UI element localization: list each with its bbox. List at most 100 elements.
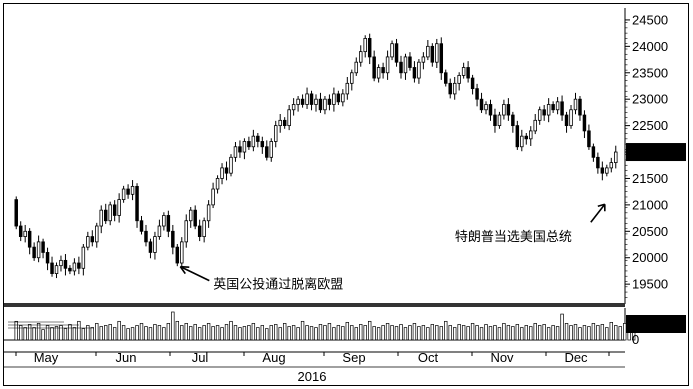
volume-bar	[529, 326, 533, 341]
volume-bar	[54, 326, 59, 341]
volume-bar	[444, 320, 448, 341]
volume-bar	[171, 311, 175, 341]
volume-bar	[215, 325, 220, 341]
volume-bar	[412, 323, 417, 341]
volume-bar	[59, 325, 63, 341]
volume-bar	[327, 323, 332, 341]
candle-body	[273, 125, 278, 142]
volume-bar	[305, 325, 309, 341]
candle-body	[269, 141, 274, 158]
y-tick-label: 23500	[632, 65, 668, 80]
candle-body	[108, 204, 112, 222]
y-tick-label: 20500	[632, 224, 668, 239]
y-tick-label: 24000	[632, 39, 668, 54]
volume-bar	[126, 328, 130, 341]
panel-separator	[4, 303, 625, 307]
volume-bar	[81, 328, 86, 341]
y-tick-label: 19500	[632, 277, 668, 292]
year-label: 2016	[298, 369, 327, 384]
candle-body	[385, 56, 390, 74]
x-tick-label: Aug	[262, 350, 285, 365]
candle-body	[390, 43, 394, 58]
volume-bar	[282, 323, 287, 341]
volume-bar	[117, 320, 121, 341]
volume-bar	[162, 327, 166, 341]
candle-body	[63, 259, 68, 269]
candle-body	[14, 199, 18, 227]
candle-body	[202, 220, 206, 237]
candle-body	[27, 230, 32, 248]
candle-body	[381, 67, 385, 74]
candle-body	[95, 225, 99, 243]
volume-bar	[90, 327, 94, 341]
candle-body	[430, 45, 435, 63]
volume-bar	[426, 327, 430, 341]
candle-body	[318, 98, 323, 111]
candle-body	[139, 220, 144, 232]
volume-bar	[309, 326, 314, 341]
volume-bar	[139, 323, 144, 341]
volume-bar	[148, 327, 153, 341]
volume-bar	[408, 325, 412, 341]
candle-body	[215, 178, 220, 190]
candle-body	[569, 109, 573, 127]
volume-bar	[242, 326, 247, 341]
volume-bar	[193, 324, 197, 341]
volume-bar	[502, 323, 506, 341]
volume-bar	[144, 326, 148, 341]
volume-bar	[560, 313, 564, 341]
candle-body	[36, 241, 41, 259]
volume-bar	[488, 326, 493, 341]
volume-bar	[533, 323, 537, 341]
y-tick-label: 21000	[632, 197, 668, 212]
candle-body	[32, 246, 36, 259]
candle-body	[350, 72, 354, 84]
candle-body	[394, 43, 399, 63]
candle-body	[403, 56, 408, 74]
volume-bar	[278, 327, 282, 341]
volume-bar	[363, 325, 367, 341]
candle-body	[533, 119, 537, 132]
candle-body	[376, 67, 381, 79]
volume-bar	[511, 326, 515, 341]
volume-bar	[314, 327, 318, 341]
volume-bar	[166, 323, 171, 341]
candle-body	[470, 77, 475, 90]
candle-body	[153, 236, 157, 253]
candle-body	[323, 98, 327, 111]
volume-bar	[104, 325, 108, 341]
candle-body	[166, 215, 171, 232]
candle-body	[144, 230, 148, 243]
volume-bar	[466, 326, 470, 341]
volume-bar	[421, 325, 426, 341]
volume-bar	[336, 325, 341, 341]
candle-body	[614, 151, 618, 164]
volume-bar	[479, 327, 484, 341]
volume-bar	[359, 324, 363, 341]
volume-bar	[596, 325, 600, 341]
candle-body	[327, 98, 332, 105]
annotation-brexit: 英国公投通过脱离欧盟	[213, 277, 343, 293]
volume-bar	[130, 327, 135, 341]
y-tick-label: 20000	[632, 250, 668, 265]
volume-bar	[350, 325, 354, 341]
candle-body	[551, 104, 555, 111]
candle-body	[99, 209, 103, 227]
last-price-tag	[626, 143, 686, 162]
candle-body	[332, 93, 336, 105]
volume-bar	[77, 320, 81, 341]
volume-bar	[99, 326, 103, 341]
volume-bar	[256, 327, 260, 341]
volume-bar	[153, 324, 157, 341]
candlestick-chart: 1950020000205002100021500220002250023000…	[4, 8, 686, 384]
candle-body	[211, 188, 215, 206]
volume-bar	[367, 320, 372, 341]
candle-body	[461, 67, 466, 76]
x-tick-label: Jun	[116, 350, 137, 365]
candle-body	[117, 199, 121, 216]
candle-body	[184, 220, 188, 243]
volume-bar	[484, 324, 488, 341]
volume-bar	[135, 325, 139, 341]
volume-bar	[287, 326, 291, 341]
volume-bar	[121, 325, 126, 341]
